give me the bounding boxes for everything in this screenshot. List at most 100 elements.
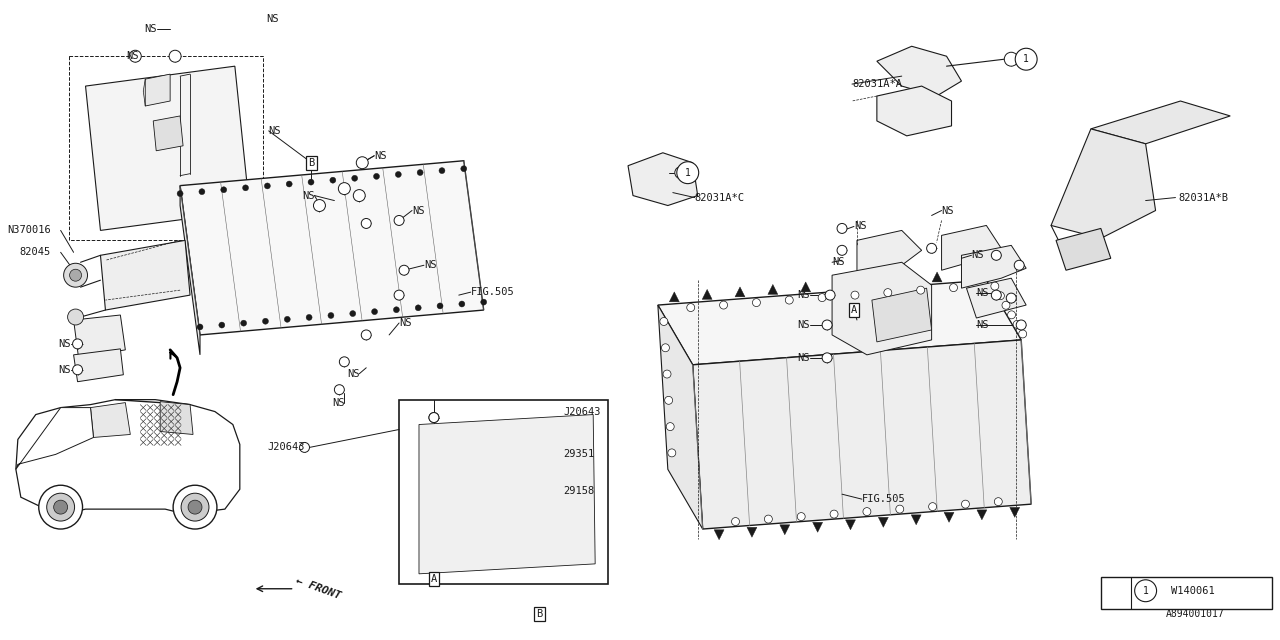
Circle shape	[950, 284, 957, 292]
Circle shape	[837, 245, 847, 255]
Bar	[526, 515, 548, 529]
Circle shape	[732, 518, 740, 525]
Circle shape	[818, 294, 826, 301]
Circle shape	[439, 168, 445, 173]
Circle shape	[961, 500, 969, 508]
Bar	[526, 426, 548, 440]
Text: 82031A*C: 82031A*C	[695, 193, 745, 203]
Circle shape	[883, 289, 892, 296]
Circle shape	[198, 189, 205, 195]
Text: NS: NS	[832, 257, 845, 268]
Circle shape	[429, 413, 439, 422]
Circle shape	[991, 250, 1001, 260]
Circle shape	[1002, 301, 1010, 309]
Circle shape	[1015, 48, 1037, 70]
Text: NS: NS	[58, 365, 70, 375]
Circle shape	[334, 385, 344, 395]
Polygon shape	[73, 349, 123, 381]
Text: J20643: J20643	[268, 442, 305, 452]
Circle shape	[300, 442, 310, 452]
Text: NS: NS	[977, 288, 989, 298]
Circle shape	[764, 515, 772, 523]
Circle shape	[928, 502, 937, 511]
Circle shape	[719, 301, 727, 309]
Circle shape	[399, 265, 410, 275]
Circle shape	[308, 179, 314, 185]
Bar	[1101, 577, 1272, 609]
Circle shape	[664, 396, 672, 404]
Circle shape	[991, 290, 1001, 300]
Text: A: A	[851, 305, 858, 315]
Polygon shape	[692, 340, 1032, 529]
Circle shape	[180, 493, 209, 521]
Circle shape	[461, 166, 467, 172]
Circle shape	[481, 299, 486, 305]
Circle shape	[243, 185, 248, 191]
Circle shape	[1006, 293, 1016, 303]
Circle shape	[415, 305, 421, 311]
Polygon shape	[100, 241, 189, 310]
Circle shape	[916, 286, 924, 294]
Circle shape	[1005, 52, 1018, 66]
Polygon shape	[15, 399, 239, 514]
Circle shape	[241, 320, 247, 326]
Circle shape	[1014, 260, 1024, 270]
Polygon shape	[714, 530, 724, 540]
Polygon shape	[966, 278, 1027, 318]
Polygon shape	[768, 284, 778, 294]
Text: ← FRONT: ← FRONT	[294, 576, 342, 602]
Circle shape	[1019, 330, 1027, 338]
Text: NS: NS	[125, 51, 138, 61]
Text: 82045: 82045	[19, 247, 51, 257]
Text: B: B	[536, 609, 543, 619]
Polygon shape	[942, 225, 1001, 270]
Text: N370016: N370016	[6, 225, 51, 236]
Bar	[436, 431, 458, 445]
Text: NS: NS	[972, 250, 984, 260]
Circle shape	[262, 318, 269, 324]
Text: NS: NS	[266, 14, 279, 24]
Circle shape	[668, 449, 676, 457]
Polygon shape	[1051, 129, 1156, 238]
Text: NS: NS	[424, 260, 436, 270]
Text: NS: NS	[797, 290, 810, 300]
Polygon shape	[872, 288, 932, 342]
Circle shape	[328, 312, 334, 319]
Polygon shape	[1056, 228, 1111, 270]
Bar	[163, 157, 177, 166]
Circle shape	[1007, 311, 1015, 319]
Bar	[118, 151, 132, 161]
Circle shape	[1134, 580, 1157, 602]
Bar	[436, 521, 458, 535]
Bar	[481, 458, 503, 472]
Polygon shape	[154, 116, 183, 151]
Circle shape	[68, 309, 83, 325]
Circle shape	[64, 263, 87, 287]
Bar	[436, 492, 458, 505]
Text: NS: NS	[399, 318, 412, 328]
Circle shape	[219, 322, 225, 328]
Circle shape	[353, 189, 365, 202]
Polygon shape	[846, 520, 855, 530]
Polygon shape	[877, 86, 951, 136]
Text: NS: NS	[797, 353, 810, 363]
Circle shape	[352, 175, 357, 181]
Bar	[481, 488, 503, 502]
Text: 29351: 29351	[563, 449, 595, 460]
Polygon shape	[658, 280, 1021, 365]
Circle shape	[38, 485, 82, 529]
Circle shape	[753, 299, 760, 307]
Text: NS: NS	[58, 339, 70, 349]
Polygon shape	[735, 287, 745, 297]
Circle shape	[393, 307, 399, 313]
Polygon shape	[160, 402, 193, 435]
Circle shape	[284, 316, 291, 323]
Bar	[163, 142, 177, 152]
Circle shape	[822, 353, 832, 363]
Circle shape	[338, 182, 351, 195]
Text: NS: NS	[269, 126, 282, 136]
Circle shape	[339, 357, 349, 367]
Polygon shape	[748, 527, 756, 537]
Bar	[148, 160, 163, 170]
Polygon shape	[877, 46, 961, 96]
